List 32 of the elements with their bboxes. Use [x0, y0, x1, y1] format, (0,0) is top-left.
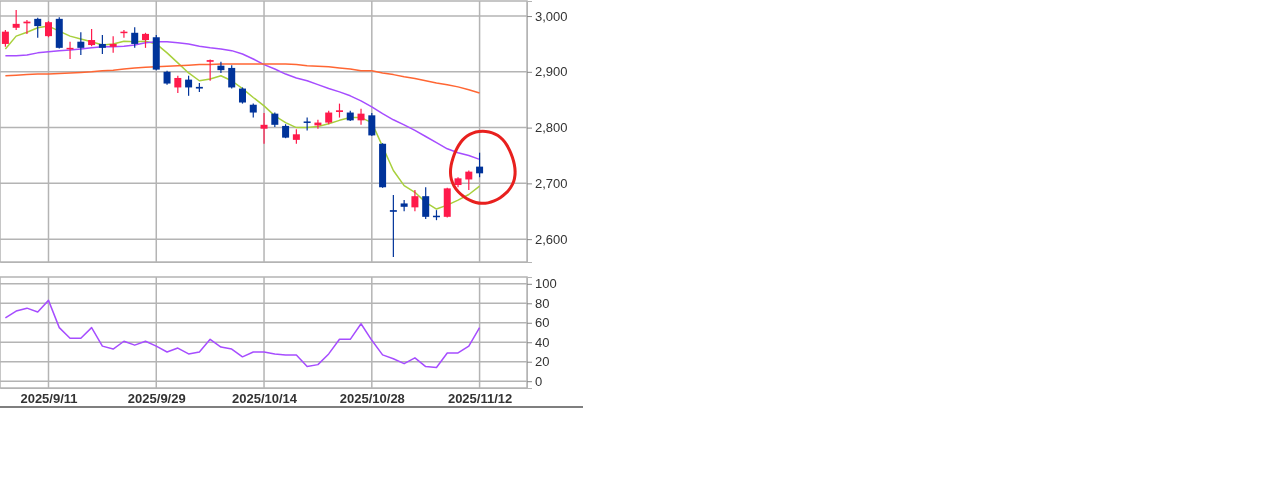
candlestick [303, 116, 311, 131]
candlestick [400, 199, 408, 212]
candlestick [368, 112, 376, 137]
y-tick-label: 20 [535, 354, 550, 370]
candlestick [411, 189, 419, 212]
y-tick-label: 2,800 [535, 120, 568, 136]
x-tick-label: 2025/10/14 [232, 390, 298, 406]
candlestick [260, 112, 268, 145]
y-tick-label: 40 [535, 334, 550, 350]
x-tick-label: 2025/9/11 [20, 390, 78, 406]
candlestick [34, 17, 42, 39]
y-tick-label: 2,700 [535, 176, 568, 192]
x-tick-label: 2025/9/29 [127, 390, 186, 406]
line-series [4, 63, 481, 94]
y-tick-label: 80 [535, 295, 550, 311]
x-tick-label: 2025/10/28 [339, 390, 405, 406]
x-tick-label: 2025/11/12 [447, 390, 513, 406]
candlestick [12, 9, 20, 31]
line-series [4, 299, 481, 369]
y-tick-label: 0 [535, 373, 543, 389]
candlestick [422, 186, 430, 220]
candlestick [228, 64, 236, 90]
y-tick-label: 100 [535, 276, 557, 292]
y-tick-label: 2,600 [535, 231, 568, 247]
candlestick [131, 26, 139, 49]
candlestick [217, 61, 225, 74]
candlestick [98, 34, 106, 55]
y-tick-label: 2,900 [535, 64, 568, 80]
y-tick-label: 3,000 [535, 8, 568, 24]
candlestick [389, 194, 397, 258]
y-tick-label: 60 [535, 315, 550, 331]
candlestick [77, 31, 85, 56]
